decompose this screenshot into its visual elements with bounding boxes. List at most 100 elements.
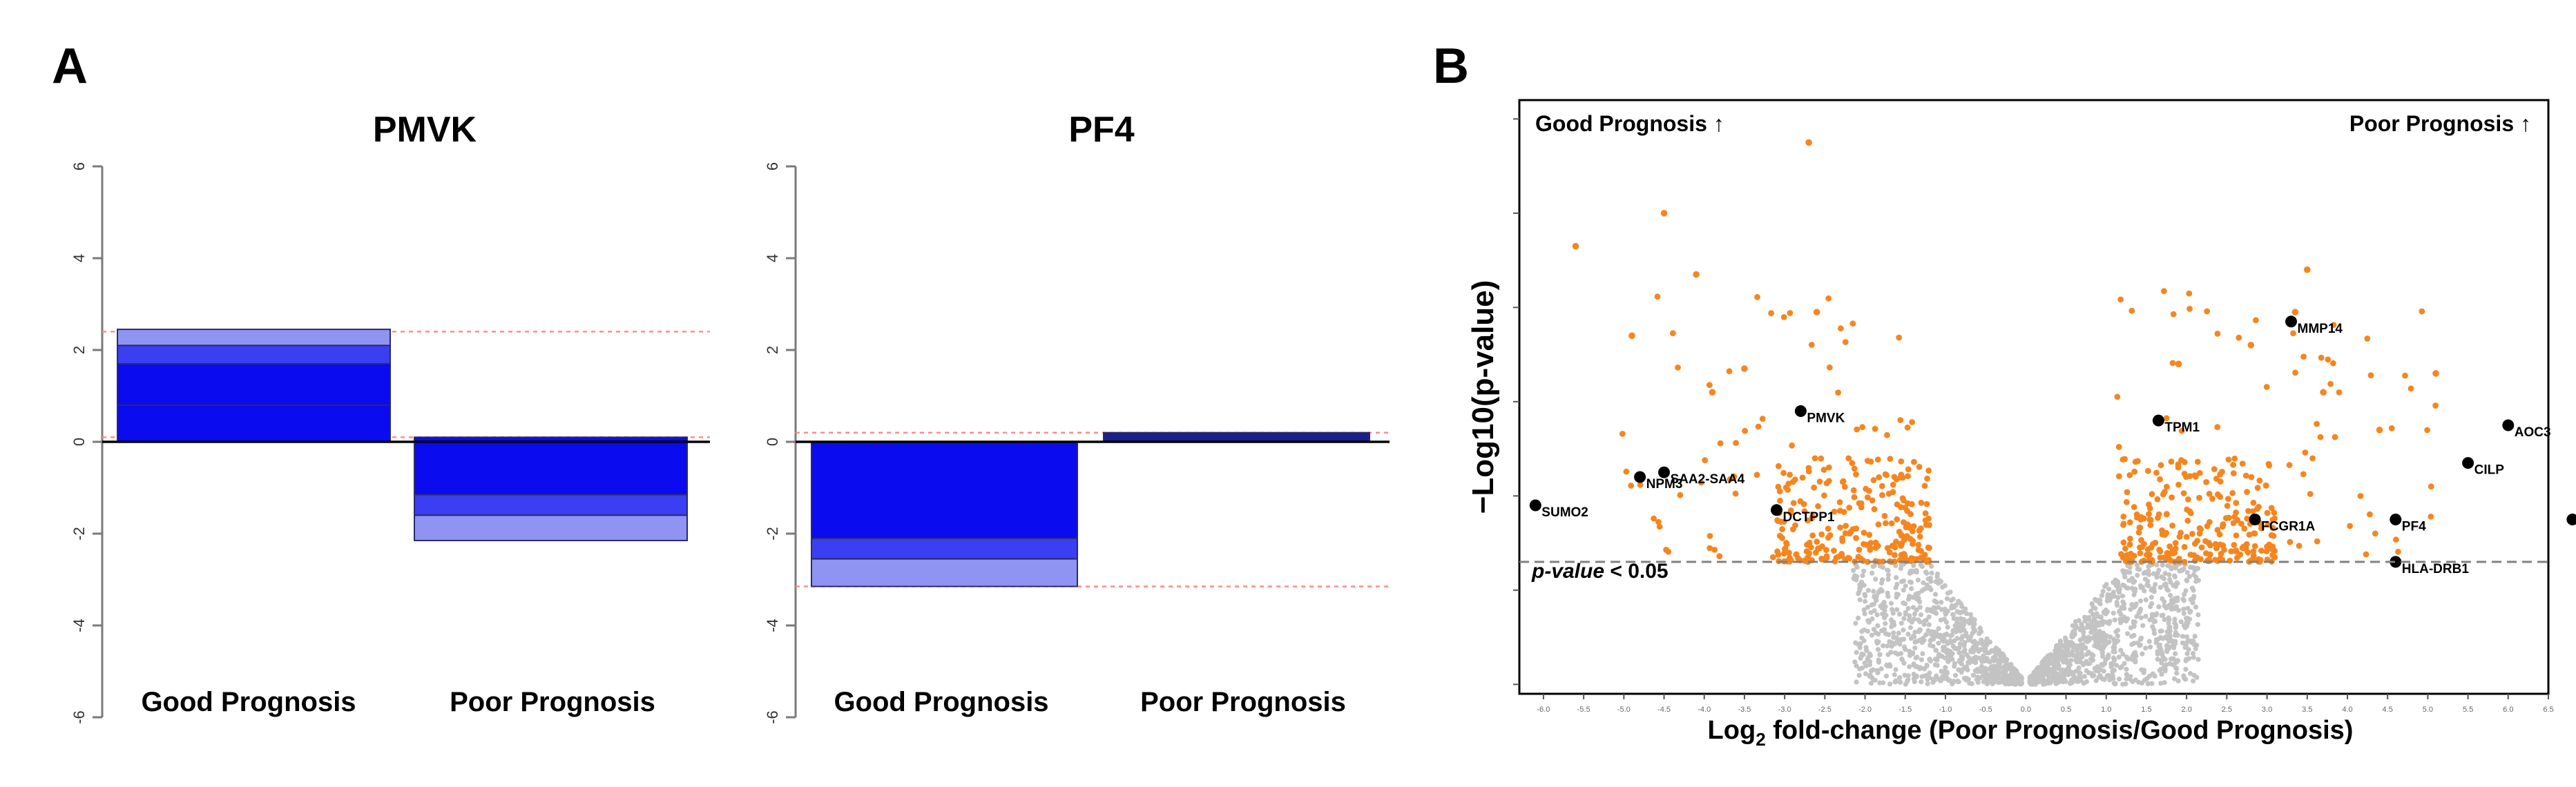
- nonsignificant-point: [1853, 621, 1858, 626]
- significant-point: [2181, 543, 2188, 550]
- nonsignificant-point: [1939, 599, 1944, 605]
- nonsignificant-point: [2111, 681, 2117, 686]
- significant-point: [1915, 541, 1922, 548]
- nonsignificant-point: [1970, 672, 1976, 678]
- nonsignificant-point: [2156, 604, 2162, 610]
- significant-point: [2178, 427, 2185, 434]
- significant-point: [1775, 463, 1782, 469]
- significant-point: [1922, 517, 1929, 523]
- nonsignificant-point: [1920, 674, 1925, 679]
- nonsignificant-point: [2173, 651, 2178, 657]
- nonsignificant-point: [1899, 621, 1904, 626]
- nonsignificant-point: [1976, 648, 1981, 654]
- significant-point: [1792, 522, 1798, 529]
- volcano-x-tick-label: -3.0: [1778, 706, 1791, 714]
- nonsignificant-point: [2054, 643, 2059, 649]
- significant-point: [2126, 535, 2133, 542]
- significant-point: [1769, 554, 1776, 561]
- nonsignificant-point: [2173, 565, 2178, 571]
- significant-point: [2233, 532, 2240, 539]
- nonsignificant-point: [1896, 612, 1903, 617]
- significant-point: [1811, 455, 1818, 462]
- nonsignificant-point: [2028, 675, 2033, 681]
- significant-point: [2120, 456, 2126, 463]
- nonsignificant-point: [2100, 654, 2106, 659]
- nonsignificant-point: [1881, 627, 1887, 632]
- nonsignificant-point: [1932, 657, 1938, 662]
- significant-point: [1926, 545, 1932, 552]
- significant-point: [2256, 503, 2262, 510]
- nonsignificant-point: [1903, 681, 1908, 687]
- significant-point: [2169, 523, 2176, 529]
- nonsignificant-point: [1999, 652, 2004, 657]
- nonsignificant-point: [2082, 618, 2088, 624]
- nonsignificant-point: [1861, 638, 1867, 643]
- significant-point: [1787, 472, 1794, 478]
- nonsignificant-point: [1898, 679, 1903, 685]
- nonsignificant-point: [2088, 652, 2094, 657]
- significant-point: [2220, 542, 2227, 549]
- significant-point: [1891, 474, 1898, 480]
- labeled-gene-point: [2152, 414, 2164, 427]
- nonsignificant-point: [2183, 666, 2189, 672]
- nonsignificant-point: [2128, 607, 2133, 612]
- significant-point: [2363, 551, 2370, 558]
- nonsignificant-point: [1890, 607, 1895, 612]
- volcano-x-tick-label: 4.5: [2383, 706, 2393, 714]
- nonsignificant-point: [2131, 619, 2136, 625]
- nonsignificant-point: [1874, 668, 1880, 673]
- nonsignificant-point: [1877, 652, 1883, 657]
- significant-point: [2432, 402, 2439, 409]
- significant-point: [2160, 491, 2166, 498]
- nonsignificant-point: [2138, 585, 2144, 590]
- nonsignificant-point: [1911, 563, 1916, 568]
- nonsignificant-point: [1903, 647, 1908, 652]
- nonsignificant-point: [1965, 677, 1970, 682]
- pmvk-category-good: Good Prognosis: [141, 687, 356, 717]
- volcano-x-tick-label: 1.0: [2101, 706, 2111, 714]
- labeled-gene-label: PMVK: [1807, 411, 1845, 426]
- significant-point: [2304, 266, 2311, 273]
- significant-point: [2115, 473, 2122, 480]
- nonsignificant-point: [1895, 652, 1901, 657]
- nonsignificant-point: [2125, 585, 2131, 591]
- nonsignificant-point: [2056, 654, 2061, 660]
- significant-point: [1775, 552, 1782, 558]
- nonsignificant-point: [2116, 677, 2122, 682]
- nonsignificant-point: [2010, 668, 2015, 674]
- panel-b-letter: B: [1433, 39, 1469, 94]
- significant-point: [2150, 541, 2156, 547]
- significant-point: [2192, 541, 2198, 547]
- nonsignificant-point: [1896, 630, 1901, 636]
- nonsignificant-point: [1954, 616, 1960, 622]
- significant-point: [1572, 242, 1579, 250]
- significant-point: [1780, 550, 1787, 557]
- significant-point: [2178, 529, 2184, 536]
- significant-point: [2131, 552, 2137, 559]
- nonsignificant-point: [2162, 599, 2167, 605]
- significant-point: [2132, 458, 2139, 465]
- significant-point: [1872, 545, 1879, 551]
- significant-point: [2402, 372, 2408, 379]
- significant-point: [1806, 539, 1813, 546]
- nonsignificant-point: [1921, 580, 1926, 585]
- nonsignificant-point: [1902, 672, 1907, 678]
- nonsignificant-point: [2064, 667, 2069, 672]
- nonsignificant-point: [1916, 627, 1922, 633]
- nonsignificant-point: [2070, 641, 2076, 647]
- significant-point: [2265, 521, 2271, 528]
- nonsignificant-point: [1933, 648, 1939, 653]
- significant-point: [2302, 449, 2309, 456]
- nonsignificant-point: [2162, 571, 2168, 576]
- significant-point: [2146, 511, 2152, 517]
- nonsignificant-point: [1858, 655, 1863, 661]
- nonsignificant-point: [2119, 605, 2124, 611]
- nonsignificant-point: [1869, 570, 1875, 576]
- nonsignificant-point: [2162, 603, 2167, 609]
- nonsignificant-point: [1954, 646, 1960, 652]
- nonsignificant-point: [2142, 677, 2147, 683]
- nonsignificant-point: [2077, 672, 2082, 678]
- nonsignificant-point: [2076, 679, 2082, 684]
- significant-point: [2169, 494, 2175, 501]
- significant-point: [2147, 522, 2154, 528]
